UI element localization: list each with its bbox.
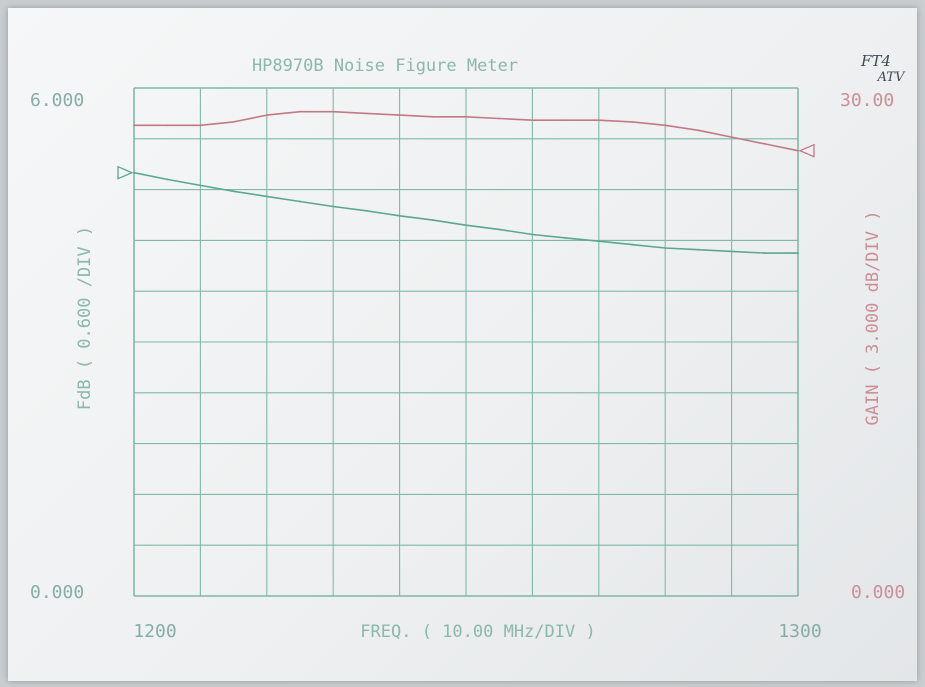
gain-data-point [597, 119, 600, 122]
noise-figure-data-point [332, 205, 335, 208]
left-axis-top-label: 6.000 [30, 90, 84, 111]
noise-figure-data-point [199, 184, 202, 187]
gain-data-point [199, 124, 202, 127]
series-layer [117, 110, 815, 255]
gain-data-point [398, 114, 401, 116]
noise-figure-data-point [697, 248, 700, 251]
left-axis-title: FdB ( 0.600 /DIV ) [75, 226, 95, 410]
noise-figure-data-point [631, 243, 633, 246]
gain-data-point [797, 149, 799, 152]
chart-title: HP8970B Noise Figure Meter [252, 56, 518, 76]
gain-data-point [332, 110, 335, 113]
noise-figure-data-point [664, 247, 667, 249]
x-tick-label-end: 1300 [778, 621, 821, 642]
plot-grid [133, 87, 799, 597]
handwritten-annotation-atv: ATV [877, 70, 906, 85]
left-axis-bottom-label: 0.000 [30, 582, 84, 603]
gain-data-point [166, 124, 169, 127]
gain-data-point [232, 121, 235, 123]
handwritten-annotation-ft4: FT4 [860, 52, 891, 70]
right-axis-bottom-label: 0.000 [851, 582, 905, 603]
right-axis-top-label: 30.00 [840, 90, 894, 111]
noise-figure-data-point [265, 195, 268, 198]
noise-figure-data-point [797, 252, 799, 255]
gain-data-point [265, 114, 268, 116]
gain-data-point [564, 119, 567, 122]
noise-figure-data-point [465, 224, 467, 227]
chart-paper: HP8970B Noise Figure Meter FT4 ATV 6.000… [8, 8, 917, 681]
noise-figure-data-point [365, 209, 368, 212]
right-axis-title: GAIN ( 3.000 dB/DIV ) [863, 211, 883, 426]
noise-figure-data-point [564, 237, 567, 239]
gain-data-point [365, 112, 368, 115]
noise-figure-data-point [133, 171, 135, 174]
gain-data-point [730, 136, 733, 139]
gain-data-point [664, 124, 667, 127]
gain-data-point [133, 124, 135, 127]
noise-figure-data-point [166, 178, 169, 181]
gain-data-point [498, 117, 501, 120]
noise-figure-data-point [498, 228, 501, 231]
gain-data-point [631, 121, 633, 123]
gain-data-point [697, 129, 700, 132]
noise-figure-data-point [763, 252, 766, 255]
noise-figure-data-point [232, 190, 235, 193]
noise-figure-data-point [398, 214, 401, 217]
gain-data-point [431, 115, 434, 118]
noise-figure-data-point [299, 200, 301, 203]
gain-marker-triangle [798, 143, 815, 158]
noise-figure-data-point [431, 219, 434, 222]
noise-figure-data-point [597, 240, 600, 243]
x-axis-title: FREQ. ( 10.00 MHz/DIV ) [360, 622, 595, 642]
gain-data-point [465, 115, 467, 118]
noise-figure-data-point [531, 233, 534, 236]
gain-data-point [299, 110, 301, 113]
gain-data-point [763, 143, 766, 145]
noise-figure-chart: HP8970B Noise Figure Meter FT4 ATV 6.000… [30, 52, 906, 642]
noise-figure-marker-triangle [117, 165, 134, 180]
noise-figure-data-point [730, 250, 733, 253]
x-tick-label-start: 1200 [133, 621, 176, 642]
gain-data-point [531, 119, 534, 122]
